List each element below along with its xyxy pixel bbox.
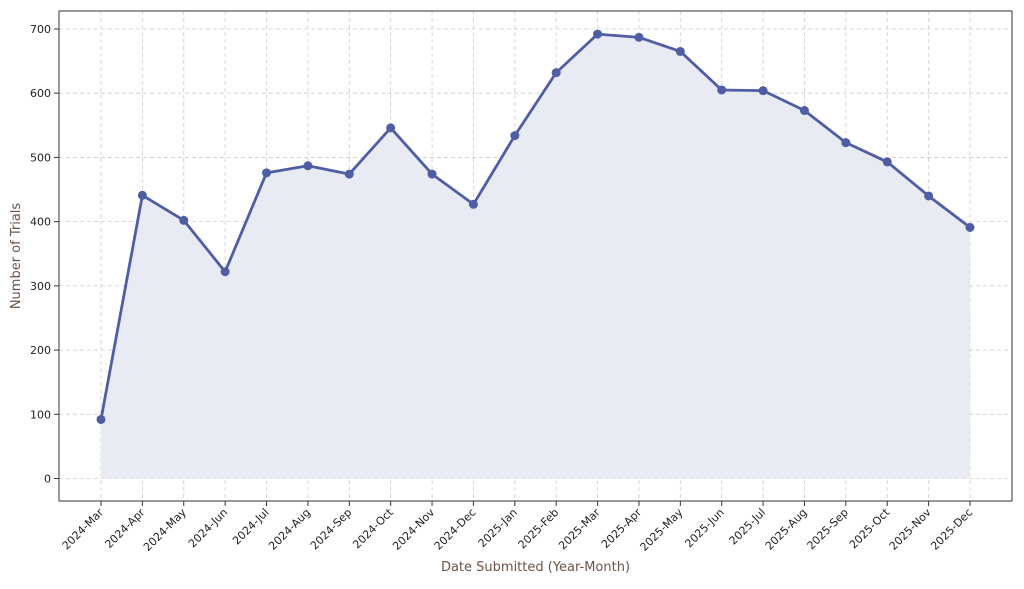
y-tick-label: 500 [30,151,51,164]
data-point [924,191,934,201]
x-tick-label: 2024-Nov [390,506,437,553]
data-point [510,131,520,141]
y-tick-label: 600 [30,87,51,100]
x-tick-label: 2025-Nov [887,506,934,553]
data-point [551,68,561,78]
data-point [137,190,147,200]
data-point [717,85,727,95]
data-point [882,157,892,167]
x-tick-label: 2024-Mar [60,506,107,553]
data-point [96,414,106,424]
y-tick-label: 0 [44,473,51,486]
data-point [386,123,396,133]
x-tick-label: 2025-May [638,506,686,554]
x-tick-label: 2024-Aug [266,506,313,553]
x-tick-label: 2025-Sep [805,506,851,552]
y-tick-label: 100 [30,408,51,421]
x-tick-label: 2024-Sep [308,506,354,552]
x-tick-label: 2025-Jul [727,506,769,548]
data-point [675,46,685,56]
y-tick-label: 700 [30,23,51,36]
y-tick-label: 200 [30,344,51,357]
data-point [220,267,230,277]
x-tick-label: 2025-Oct [847,505,893,551]
x-tick-label: 2025-Aug [763,506,810,553]
data-point [758,86,768,96]
area-fill [101,34,970,479]
data-point [841,138,851,148]
data-point [593,29,603,39]
data-point [468,199,478,209]
y-tick-label: 400 [30,216,51,229]
data-point [427,169,437,179]
y-axis-ticks: 0 100 200 300 400 500 600 700 [30,23,59,486]
data-point [179,215,189,225]
x-tick-label: 2025-Dec [928,506,975,553]
x-tick-label: 2024-Oct [350,505,396,551]
x-tick-label: 2025-Jun [682,506,726,550]
x-tick-label: 2024-Dec [432,506,479,553]
data-points [96,29,975,424]
series-line [99,32,971,420]
x-tick-label: 2024-Jul [230,506,272,548]
x-tick-label: 2025-Jan [476,506,520,550]
x-tick-label: 2025-Mar [556,506,603,553]
x-tick-label: 2024-May [141,506,189,554]
plot-frame [58,10,1013,502]
x-tick-label: 2025-Feb [516,506,562,552]
x-axis-label: Date Submitted (Year-Month) [441,560,630,575]
data-point [344,169,354,179]
y-tick-label: 300 [30,280,51,293]
data-point [262,168,272,178]
data-point [965,222,975,232]
data-point [303,161,313,171]
y-axis-label: Number of Trials [9,203,24,310]
data-point [799,106,809,116]
data-point [634,32,644,42]
x-tick-label: 2024-Jun [186,506,230,550]
